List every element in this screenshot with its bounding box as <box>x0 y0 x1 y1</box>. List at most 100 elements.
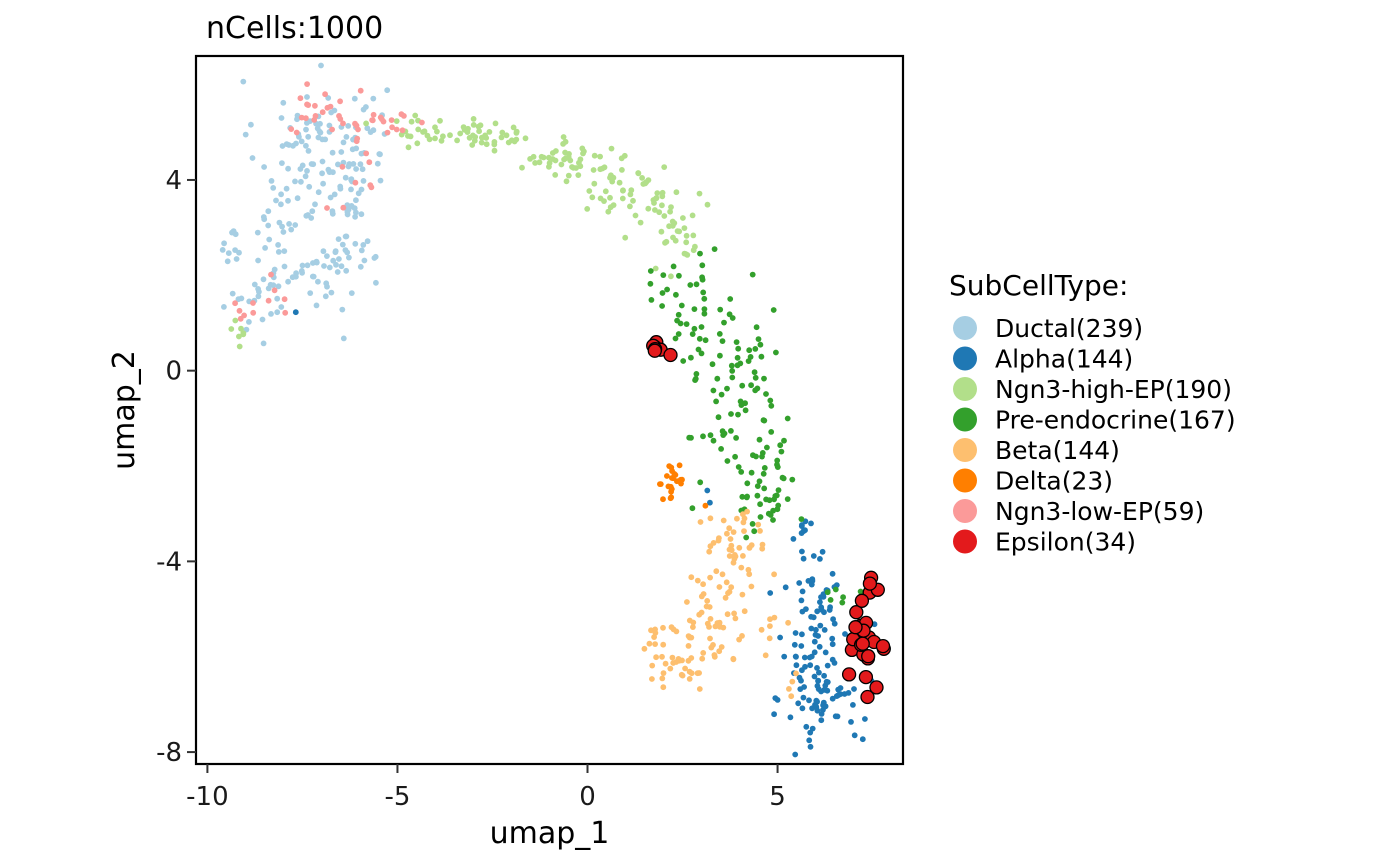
data-point <box>328 109 335 116</box>
data-point <box>796 674 803 681</box>
data-point <box>770 517 776 523</box>
data-point <box>808 520 814 527</box>
data-point <box>714 375 721 382</box>
data-point <box>240 330 247 336</box>
data-point <box>675 331 682 337</box>
data-point <box>656 209 663 216</box>
data-point <box>700 581 706 588</box>
data-point <box>829 695 836 702</box>
data-point <box>743 534 750 541</box>
data-point <box>575 172 582 179</box>
data-point <box>698 593 705 600</box>
data-point <box>799 522 805 528</box>
data-point <box>294 195 301 202</box>
data-point <box>348 290 355 296</box>
data-point <box>729 368 736 374</box>
data-point <box>380 118 387 125</box>
data-point <box>782 584 789 591</box>
data-point <box>308 161 315 167</box>
data-point <box>407 133 414 140</box>
data-point <box>236 333 242 340</box>
data-point <box>691 325 698 332</box>
data-point <box>340 139 347 146</box>
data-point <box>806 737 813 744</box>
data-point <box>352 179 359 186</box>
data-point <box>447 132 453 139</box>
data-point <box>767 590 774 596</box>
data-point <box>708 644 715 651</box>
data-point <box>260 340 267 347</box>
legend-item: Ductal(239) <box>953 314 1143 343</box>
legend-items: Ductal(239)Alpha(144)Ngn3-high-EP(190)Pr… <box>953 314 1236 557</box>
data-point <box>303 142 309 149</box>
data-point <box>326 264 333 271</box>
data-point <box>735 345 742 352</box>
series-pre-endocrine <box>647 246 876 606</box>
data-point <box>285 165 291 172</box>
data-point <box>577 163 584 170</box>
data-point <box>620 187 626 194</box>
data-point <box>824 662 831 669</box>
data-point <box>693 281 700 288</box>
data-point <box>764 444 770 451</box>
data-point <box>607 204 614 211</box>
data-point <box>510 124 517 131</box>
legend-swatch <box>953 438 977 462</box>
data-point <box>322 293 329 300</box>
data-point <box>733 435 739 441</box>
data-point <box>438 137 445 144</box>
data-point <box>676 272 682 279</box>
data-point <box>854 593 870 608</box>
data-point <box>647 343 662 358</box>
data-point <box>761 375 767 382</box>
data-point <box>808 653 815 660</box>
data-point <box>814 707 821 714</box>
data-point <box>754 385 761 392</box>
data-point <box>809 725 816 732</box>
data-point <box>690 247 697 254</box>
data-point <box>807 662 814 669</box>
data-point <box>842 631 848 637</box>
data-point <box>746 571 753 578</box>
data-point <box>303 126 309 133</box>
data-point <box>316 128 323 135</box>
data-point <box>647 280 654 287</box>
data-point <box>659 653 665 660</box>
data-point <box>393 126 400 133</box>
data-point <box>344 249 351 256</box>
data-point <box>796 580 803 586</box>
data-point <box>711 246 718 253</box>
data-point <box>366 159 373 166</box>
data-point <box>306 183 313 190</box>
data-point <box>681 225 688 232</box>
data-point <box>311 117 318 123</box>
data-point <box>370 111 377 118</box>
data-point <box>761 485 768 492</box>
data-point <box>673 189 680 196</box>
data-point <box>271 266 278 273</box>
legend-item: Alpha(144) <box>953 345 1133 374</box>
data-point <box>821 627 828 633</box>
data-point <box>734 515 740 522</box>
data-point <box>808 613 814 620</box>
data-point <box>806 697 812 704</box>
data-point <box>238 325 244 332</box>
data-point <box>732 615 739 622</box>
data-point <box>498 134 505 141</box>
data-point <box>329 126 335 133</box>
data-point <box>653 654 659 661</box>
data-point <box>704 487 711 494</box>
data-point <box>663 347 678 363</box>
data-point <box>675 311 682 318</box>
data-point <box>363 120 369 127</box>
data-point <box>773 349 779 356</box>
data-point <box>696 335 703 342</box>
data-point <box>389 124 395 131</box>
data-point <box>691 306 698 312</box>
y-tick-label: 0 <box>165 357 182 387</box>
data-point <box>658 228 665 235</box>
data-point <box>282 309 289 316</box>
data-point <box>757 341 764 348</box>
data-point <box>319 158 326 165</box>
data-point <box>774 457 781 464</box>
